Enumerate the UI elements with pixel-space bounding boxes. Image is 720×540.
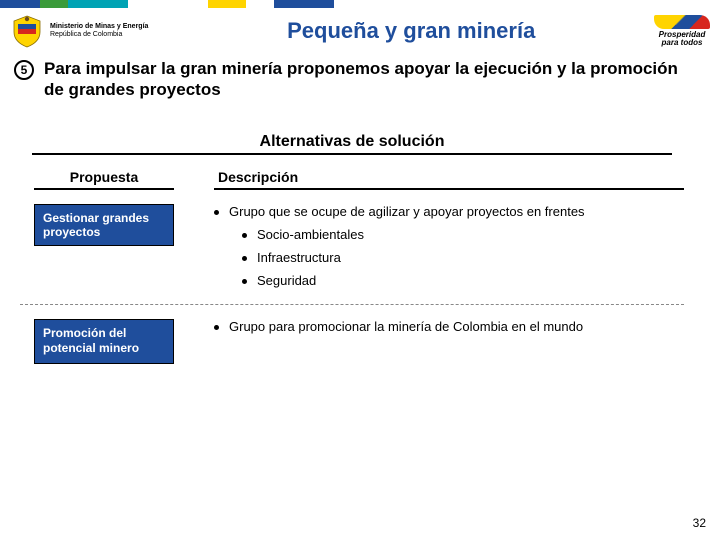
- strip-segment: [208, 0, 246, 8]
- bullet-icon: [242, 256, 247, 261]
- ministry-line1: Ministerio de Minas y Energía: [50, 23, 148, 31]
- strip-segment: [40, 0, 68, 8]
- row-1: Gestionar grandes proyectos Grupo que se…: [14, 204, 690, 296]
- sub-bullet-text: Seguridad: [257, 273, 316, 288]
- sub-bullet-text: Socio-ambientales: [257, 227, 364, 242]
- dashed-divider: [20, 304, 684, 305]
- description-1: Grupo que se ocupe de agilizar y apoyar …: [214, 204, 684, 296]
- slide-title: Pequeña y gran minería: [168, 18, 654, 44]
- flag-icon: [654, 15, 710, 29]
- strip-segment: [274, 0, 334, 8]
- color-strip: [0, 0, 334, 8]
- page-number: 32: [693, 516, 706, 530]
- proposal-box-1: Gestionar grandes proyectos: [34, 204, 174, 246]
- lead-row: 5 Para impulsar la gran minería proponem…: [14, 58, 690, 101]
- lead-number: 5: [14, 60, 34, 80]
- sub-bullet-row: Infraestructura: [242, 250, 684, 265]
- header: Ministerio de Minas y Energía República …: [0, 0, 720, 52]
- lead-text: Para impulsar la gran minería proponemos…: [44, 58, 690, 101]
- strip-segment: [128, 0, 208, 8]
- col-descripcion-head: Descripción: [214, 169, 684, 190]
- sub-bullet-text: Infraestructura: [257, 250, 341, 265]
- prosperidad-l2: para todos: [654, 39, 710, 47]
- bullet-icon: [242, 233, 247, 238]
- bullet-icon: [214, 325, 219, 330]
- strip-segment: [246, 0, 274, 8]
- desc1-subitems: Socio-ambientales Infraestructura Segurida…: [214, 227, 684, 288]
- ministry-line2: República de Colombia: [50, 31, 148, 39]
- desc2-main: Grupo para promocionar la minería de Col…: [229, 319, 583, 334]
- desc1-main: Grupo que se ocupe de agilizar y apoyar …: [229, 204, 585, 219]
- coat-of-arms-icon: [10, 14, 44, 48]
- sub-bullet-row: Socio-ambientales: [242, 227, 684, 242]
- bullet-icon: [242, 279, 247, 284]
- strip-segment: [68, 0, 128, 8]
- bullet-icon: [214, 210, 219, 215]
- prosperidad-logo: Prosperidad para todos: [654, 15, 710, 47]
- description-2: Grupo para promocionar la minería de Col…: [214, 319, 684, 364]
- strip-segment: [0, 0, 40, 8]
- proposal-box-2: Promoción del potencial minero: [34, 319, 174, 364]
- alternatives-underline: [32, 153, 672, 155]
- columns-header: Propuesta Descripción: [14, 169, 690, 190]
- content-area: 5 Para impulsar la gran minería proponem…: [0, 52, 720, 364]
- col-propuesta-head: Propuesta: [34, 169, 174, 190]
- alternatives-title: Alternativas de solución: [14, 133, 690, 151]
- row-2: Promoción del potencial minero Grupo par…: [14, 319, 690, 364]
- ministry-label: Ministerio de Minas y Energía República …: [50, 23, 148, 38]
- sub-bullet-row: Seguridad: [242, 273, 684, 288]
